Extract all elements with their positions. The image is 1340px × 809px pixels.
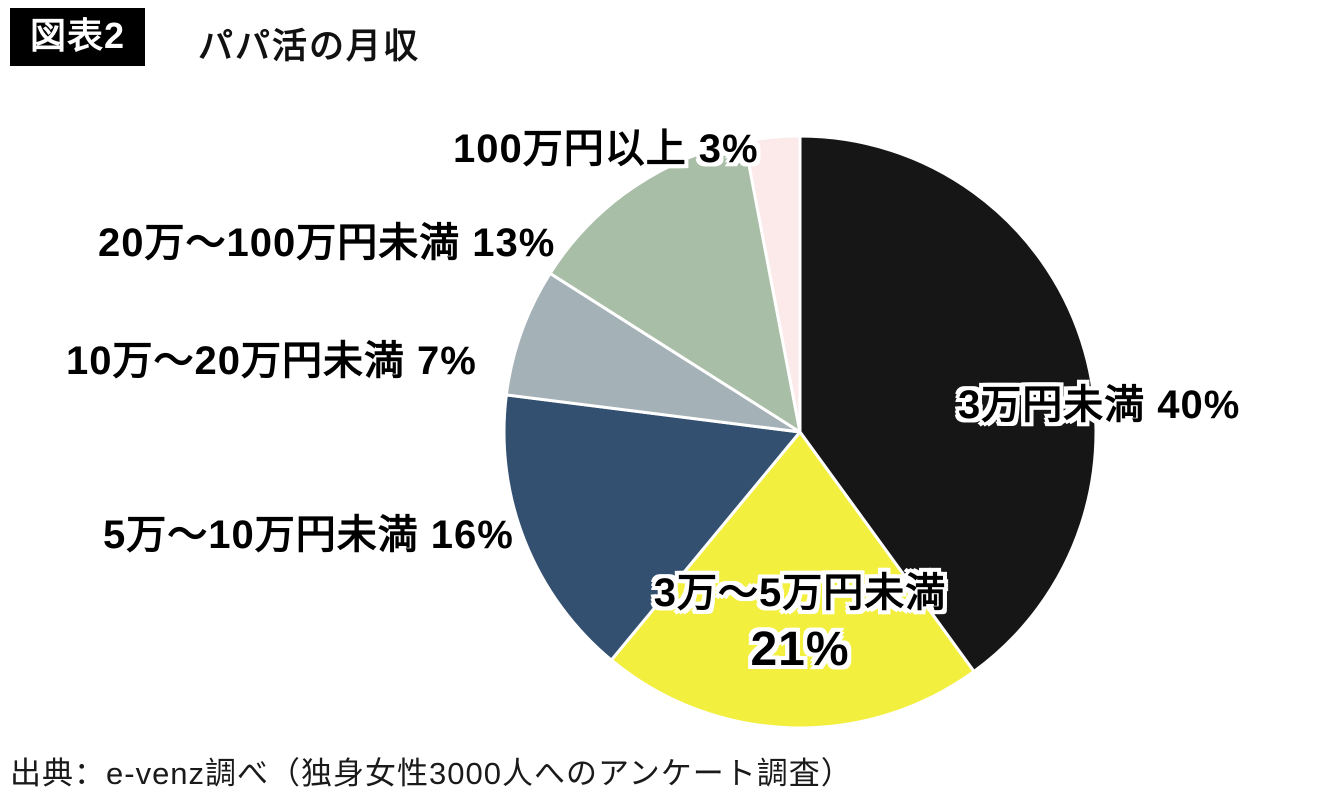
pie-chart-svg <box>502 134 1098 730</box>
slice-label-5-10man: 5万〜10万円未満 16% <box>103 502 514 560</box>
slice-percent: 13% <box>472 221 556 265</box>
slice-label-text: 10万〜20万円未満 <box>66 339 405 383</box>
slice-percent: 40% <box>1157 383 1241 427</box>
pie-slice-5 <box>548 139 802 434</box>
pie-slice-3 <box>502 393 802 662</box>
figure-number-badge: 図表2 <box>10 8 146 66</box>
chart-title: パパ活の月収 <box>198 27 421 66</box>
slice-label-text: 5万〜10万円未満 <box>103 513 419 557</box>
slice-label-20-100man: 20万〜100万円未満 13% <box>98 210 555 268</box>
slice-label-under-3man: 3万円未満 40% <box>958 372 1240 430</box>
slice-label-text: 100万円以上 <box>453 127 687 171</box>
slice-label-100man-ijou: 100万円以上 3% <box>453 116 759 174</box>
slice-percent: 16% <box>430 513 514 557</box>
pie-chart <box>480 112 1120 752</box>
pie-slice-1 <box>798 134 1098 673</box>
slice-label-text: 3万〜5万円未満 <box>653 571 947 615</box>
slice-label-10-20man: 10万〜20万円未満 7% <box>66 328 477 386</box>
slice-label-text: 3万円未満 <box>958 383 1146 427</box>
slice-label-3-5man: 3万〜5万円未満 21% <box>580 560 1020 677</box>
pie-slice-6 <box>743 134 802 434</box>
slice-percent: 3% <box>698 127 759 171</box>
pie-slice-2 <box>609 430 976 730</box>
source-citation: 出典：e-venz調べ（独身女性3000人へのアンケート調査） <box>10 756 853 791</box>
slice-percent: 21% <box>750 623 850 676</box>
slice-percent: 7% <box>416 339 477 383</box>
slice-label-text: 20万〜100万円未満 <box>98 221 461 265</box>
pie-slice-4 <box>504 271 802 434</box>
